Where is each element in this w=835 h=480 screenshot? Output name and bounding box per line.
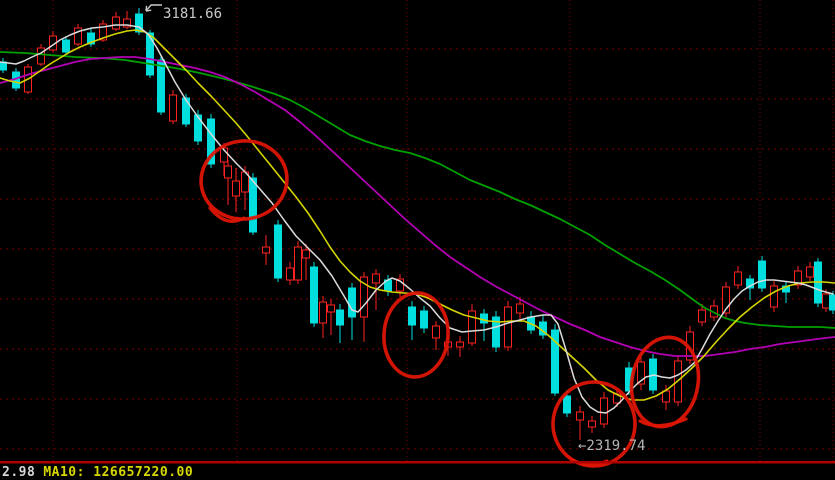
candle-up: [771, 286, 778, 307]
candle-up: [373, 274, 380, 283]
candle-down: [147, 33, 154, 75]
candle-up: [233, 181, 240, 196]
high-price-label: 3181.66: [163, 6, 222, 22]
candle-up: [699, 310, 706, 322]
candle-down: [63, 40, 70, 52]
ma-yellow: [0, 30, 835, 400]
candle-up: [38, 48, 45, 64]
ma-green: [0, 52, 835, 328]
candle-down: [409, 307, 416, 325]
candle-down: [830, 295, 835, 310]
candle-up: [735, 272, 742, 285]
candle-down: [759, 261, 766, 288]
candle-up: [328, 305, 335, 312]
pane-separator-line: [0, 461, 835, 464]
candle-down: [183, 98, 190, 124]
high-price-arrow-icon: [146, 5, 162, 11]
low-price-label: ←2319.74: [578, 438, 645, 454]
annotation-circle: [381, 291, 451, 379]
candle-down: [275, 225, 282, 278]
candle-up: [170, 95, 177, 121]
candle-up: [577, 412, 584, 420]
candle-up: [601, 398, 608, 424]
candle-up: [505, 307, 512, 347]
moving-average-layer: [0, 25, 835, 413]
candle-up: [807, 267, 814, 277]
candle-down: [337, 310, 344, 325]
candle-up: [823, 294, 830, 308]
candle-down: [311, 267, 318, 323]
candle-up: [287, 268, 294, 280]
candle-down: [349, 288, 356, 317]
candle-down: [158, 60, 165, 112]
candle-up: [517, 304, 524, 313]
candle-up: [457, 342, 464, 347]
candle-up: [225, 166, 232, 178]
candle-down: [195, 115, 202, 141]
candle-down: [250, 178, 257, 232]
annotation-circles-layer: [196, 135, 705, 468]
candle-up: [320, 302, 327, 323]
candle-up: [113, 17, 120, 29]
price-marker-layer: 3181.66 ←2319.74: [146, 5, 645, 454]
candle-up: [589, 421, 596, 427]
candle-up: [433, 326, 440, 338]
candle-up: [295, 247, 302, 280]
candle-down: [421, 311, 428, 328]
candle-up: [263, 247, 270, 253]
candle-up: [663, 391, 670, 402]
candle-down: [481, 314, 488, 323]
candle-down: [564, 396, 571, 413]
candle-up: [303, 250, 310, 258]
